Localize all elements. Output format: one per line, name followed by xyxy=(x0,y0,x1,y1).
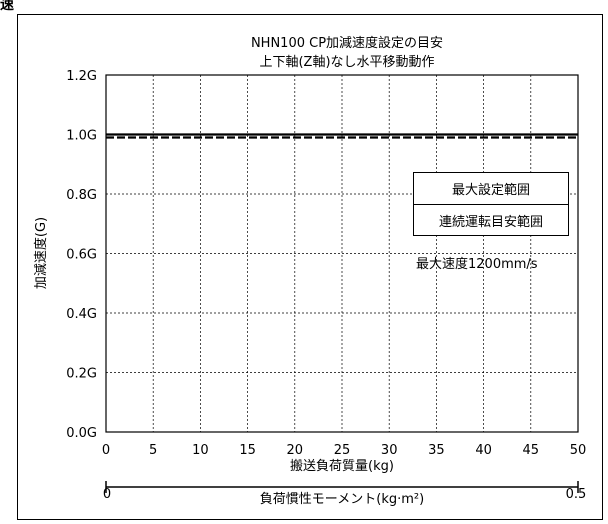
x-tick-label: 20 xyxy=(287,443,304,458)
y-tick-label: 1.2G xyxy=(66,69,97,84)
series-lines xyxy=(106,133,578,139)
x-tick-label: 50 xyxy=(570,443,587,458)
x-tick-label: 10 xyxy=(192,443,209,458)
x-tick-label: 40 xyxy=(475,443,492,458)
y-tick-label: 1.0G xyxy=(66,129,97,144)
legend-item-continuous: 連続運転目安範囲 xyxy=(414,204,568,236)
y-tick-labels: 0.0G 0.2G 0.4G 0.6G 0.8G 1.0G 1.2G xyxy=(66,69,97,441)
chart-title: NHN100 CP加減速度設定の目安 xyxy=(251,35,443,51)
legend: 最大設定範囲 連続運転目安範囲 xyxy=(413,172,569,236)
chart-frame xyxy=(17,14,603,520)
y-axis-label: 加減速度(G) xyxy=(33,217,49,289)
secondary-axis-label: 負荷慣性モーメント(kg·m²) xyxy=(260,491,424,507)
x-tick-label: 5 xyxy=(149,443,157,458)
y-tick-label: 0.8G xyxy=(66,188,97,203)
y-tick-label: 0.0G xyxy=(66,426,97,441)
x-tick-label: 0 xyxy=(102,443,110,458)
x-tick-label: 30 xyxy=(381,443,398,458)
plot-area-border xyxy=(105,74,579,433)
y-tick-label: 0.2G xyxy=(66,367,97,382)
x-tick-labels: 0 5 10 15 20 25 30 35 40 45 50 xyxy=(102,443,586,458)
chart-subtitle: 上下軸(Z軸)なし水平移動動作 xyxy=(259,55,434,70)
y-tick-label: 0.4G xyxy=(66,307,97,322)
x-tick-label: 25 xyxy=(334,443,351,458)
secondary-axis-min: 0 xyxy=(103,487,111,502)
secondary-axis-max: 0.5 xyxy=(566,487,587,502)
max-speed-annotation: 最大速度1200mm/s xyxy=(416,257,538,272)
y-tick-label: 0.6G xyxy=(66,248,97,263)
x-tick-label: 15 xyxy=(239,443,256,458)
x-axis-label: 搬送負荷質量(kg) xyxy=(290,459,394,474)
x-tick-label: 45 xyxy=(523,443,540,458)
x-tick-label: 35 xyxy=(428,443,445,458)
header-fragment: 速 xyxy=(0,0,14,13)
legend-item-max: 最大設定範囲 xyxy=(451,183,530,198)
